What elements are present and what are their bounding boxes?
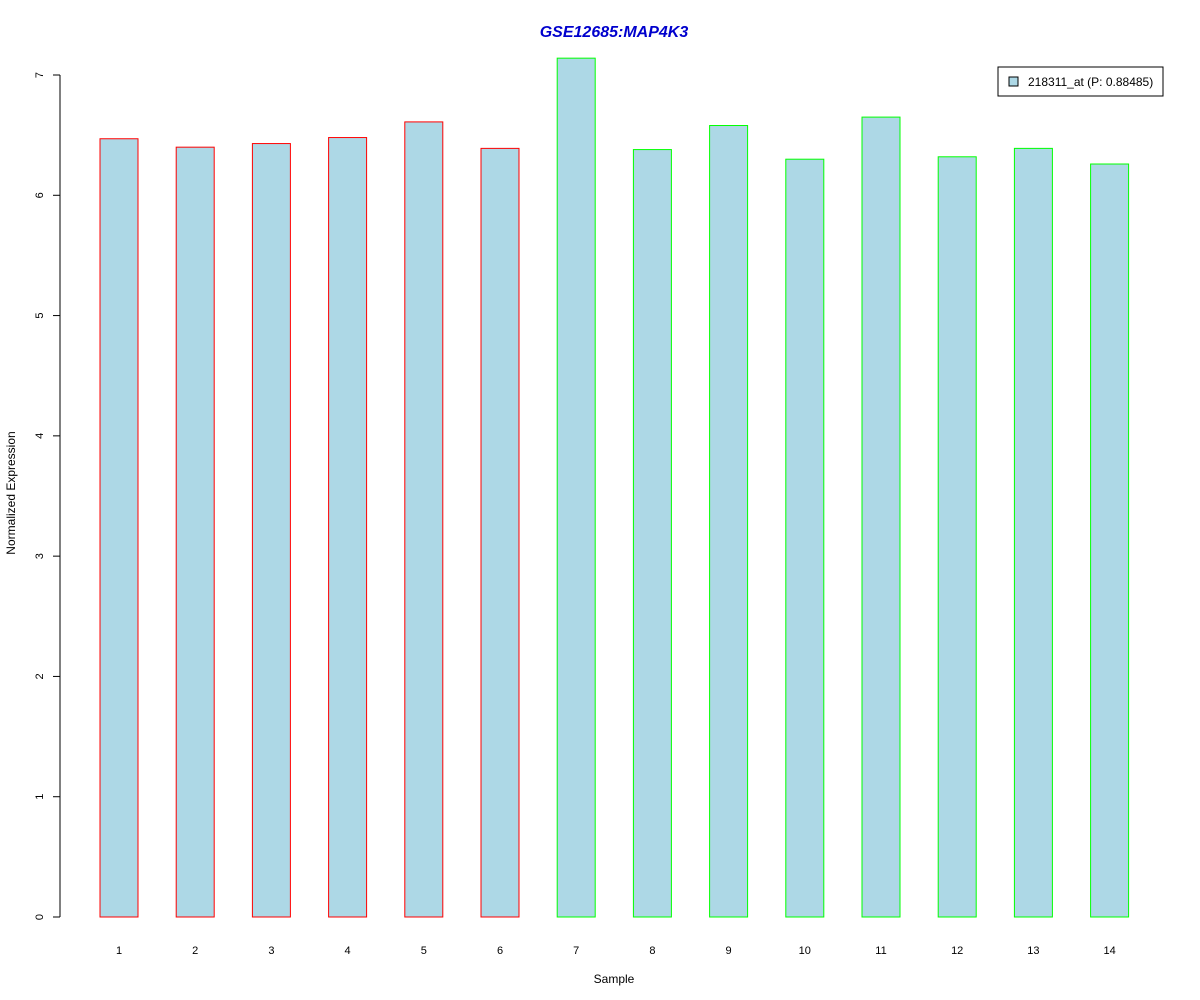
- x-tick-label: 10: [799, 945, 811, 957]
- bar-sample-11: [861, 116, 901, 918]
- bar-sample-5: [404, 121, 444, 918]
- x-tick-label: 3: [268, 945, 274, 957]
- x-tick-label: 7: [573, 945, 579, 957]
- chart-title: GSE12685:MAP4K3: [540, 24, 689, 41]
- bar-sample-6: [480, 147, 520, 918]
- bar-sample-12: [937, 156, 977, 918]
- bar-sample-9: [709, 125, 749, 918]
- legend-swatch: [1008, 76, 1019, 87]
- y-tick-label: 3: [34, 553, 46, 559]
- x-tick-label: 8: [649, 945, 655, 957]
- y-tick-label: 2: [34, 673, 46, 679]
- legend: 218311_at (P: 0.88485): [997, 66, 1164, 97]
- bar-sample-13: [1013, 147, 1053, 918]
- bar-sample-1: [99, 138, 139, 918]
- x-tick-label: 2: [192, 945, 198, 957]
- bar-sample-8: [632, 149, 672, 918]
- x-tick-label: 12: [951, 945, 963, 957]
- x-tick-label: 4: [345, 945, 351, 957]
- x-tick-label: 6: [497, 945, 503, 957]
- x-axis-label: Sample: [594, 972, 635, 986]
- bar-sample-14: [1090, 163, 1130, 918]
- bars: [99, 57, 1130, 918]
- x-tick-label: 11: [875, 945, 886, 957]
- legend-box: [997, 66, 1164, 97]
- x-tick-label: 14: [1103, 945, 1115, 957]
- bar-sample-10: [785, 158, 825, 918]
- bar-sample-2: [175, 146, 215, 918]
- x-tick-label: 9: [726, 945, 732, 957]
- y-tick-label: 4: [34, 433, 46, 439]
- y-axis-label: Normalized Expression: [4, 431, 18, 554]
- y-tick-label: 0: [34, 914, 46, 920]
- bar-sample-3: [251, 143, 291, 918]
- y-tick-label: 6: [34, 192, 46, 198]
- legend-entry: 218311_at (P: 0.88485): [1028, 75, 1153, 89]
- y-axis: 0 1 2 3 4 5 6 7: [34, 72, 61, 920]
- y-tick-label: 1: [34, 794, 46, 800]
- y-tick-label: 5: [34, 313, 46, 319]
- x-tick-label: 1: [116, 945, 122, 957]
- bar-sample-7: [556, 57, 596, 918]
- x-tick-label: 13: [1027, 945, 1039, 957]
- y-tick-label: 7: [34, 72, 46, 78]
- x-tick-label: 5: [421, 945, 427, 957]
- x-tick-labels: 1 2 3 4 5 6 7 8 9 10 11 12 13 14: [116, 945, 1116, 957]
- bar-sample-4: [328, 137, 368, 918]
